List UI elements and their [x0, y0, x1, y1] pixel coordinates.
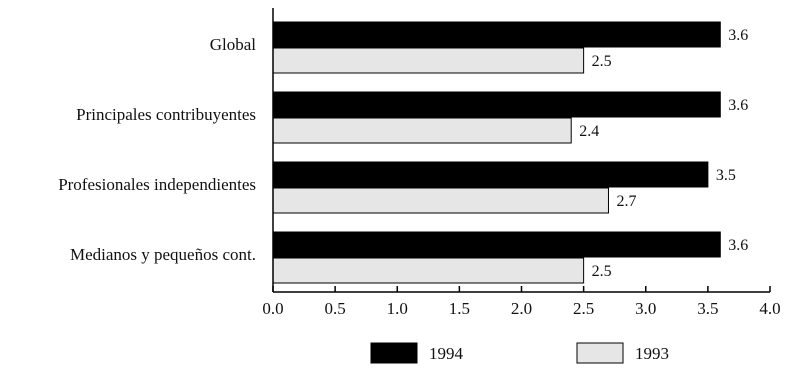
value-label: 2.5 — [592, 263, 612, 280]
category-label: Global — [210, 35, 257, 54]
bar-1994-1 — [272, 21, 721, 48]
x-tick-label: 2.5 — [573, 299, 594, 318]
value-label: 2.4 — [579, 123, 599, 140]
bars-group — [272, 21, 721, 284]
category-labels-group: Global Principales contribuyentes Profesio… — [58, 35, 256, 264]
x-tick-label: 0.5 — [325, 299, 346, 318]
value-label: 3.6 — [728, 97, 748, 114]
category-label: Medianos y pequeños cont. — [70, 245, 256, 264]
value-label: 3.6 — [728, 237, 748, 254]
value-label: 3.6 — [728, 27, 748, 44]
category-label: Profesionales independientes — [58, 175, 256, 194]
legend-swatch-1994 — [370, 342, 418, 364]
x-tick-label: 3.5 — [697, 299, 718, 318]
bar-1993-3 — [272, 187, 609, 214]
x-axis-ticks-group: 0.0 0.5 1.0 1.5 2.0 2.5 3.0 3.5 4.0 — [262, 286, 781, 318]
bar-1993-1 — [272, 47, 585, 74]
x-tick-label: 4.0 — [759, 299, 780, 318]
x-tick-label: 3.0 — [635, 299, 656, 318]
legend-swatch-1993 — [576, 342, 624, 364]
x-tick-label: 1.5 — [449, 299, 470, 318]
x-tick-label: 2.0 — [511, 299, 532, 318]
bar-1994-4 — [272, 231, 721, 258]
category-label: Principales contribuyentes — [76, 105, 256, 124]
bar-1994-3 — [272, 161, 709, 188]
value-label: 2.7 — [616, 193, 636, 210]
legend-label-1994: 1994 — [429, 344, 464, 363]
value-labels-group: 3.6 2.5 3.6 2.4 3.5 2.7 3.6 2.5 — [579, 27, 748, 280]
bar-1994-2 — [272, 91, 721, 118]
value-label: 3.5 — [716, 167, 736, 184]
x-tick-label: 1.0 — [387, 299, 408, 318]
legend: 1994 1993 — [370, 342, 669, 364]
value-label: 2.5 — [592, 53, 612, 70]
legend-label-1993: 1993 — [635, 344, 669, 363]
x-tick-label: 0.0 — [262, 299, 283, 318]
bar-1993-2 — [272, 117, 572, 144]
bar-1993-4 — [272, 257, 585, 284]
